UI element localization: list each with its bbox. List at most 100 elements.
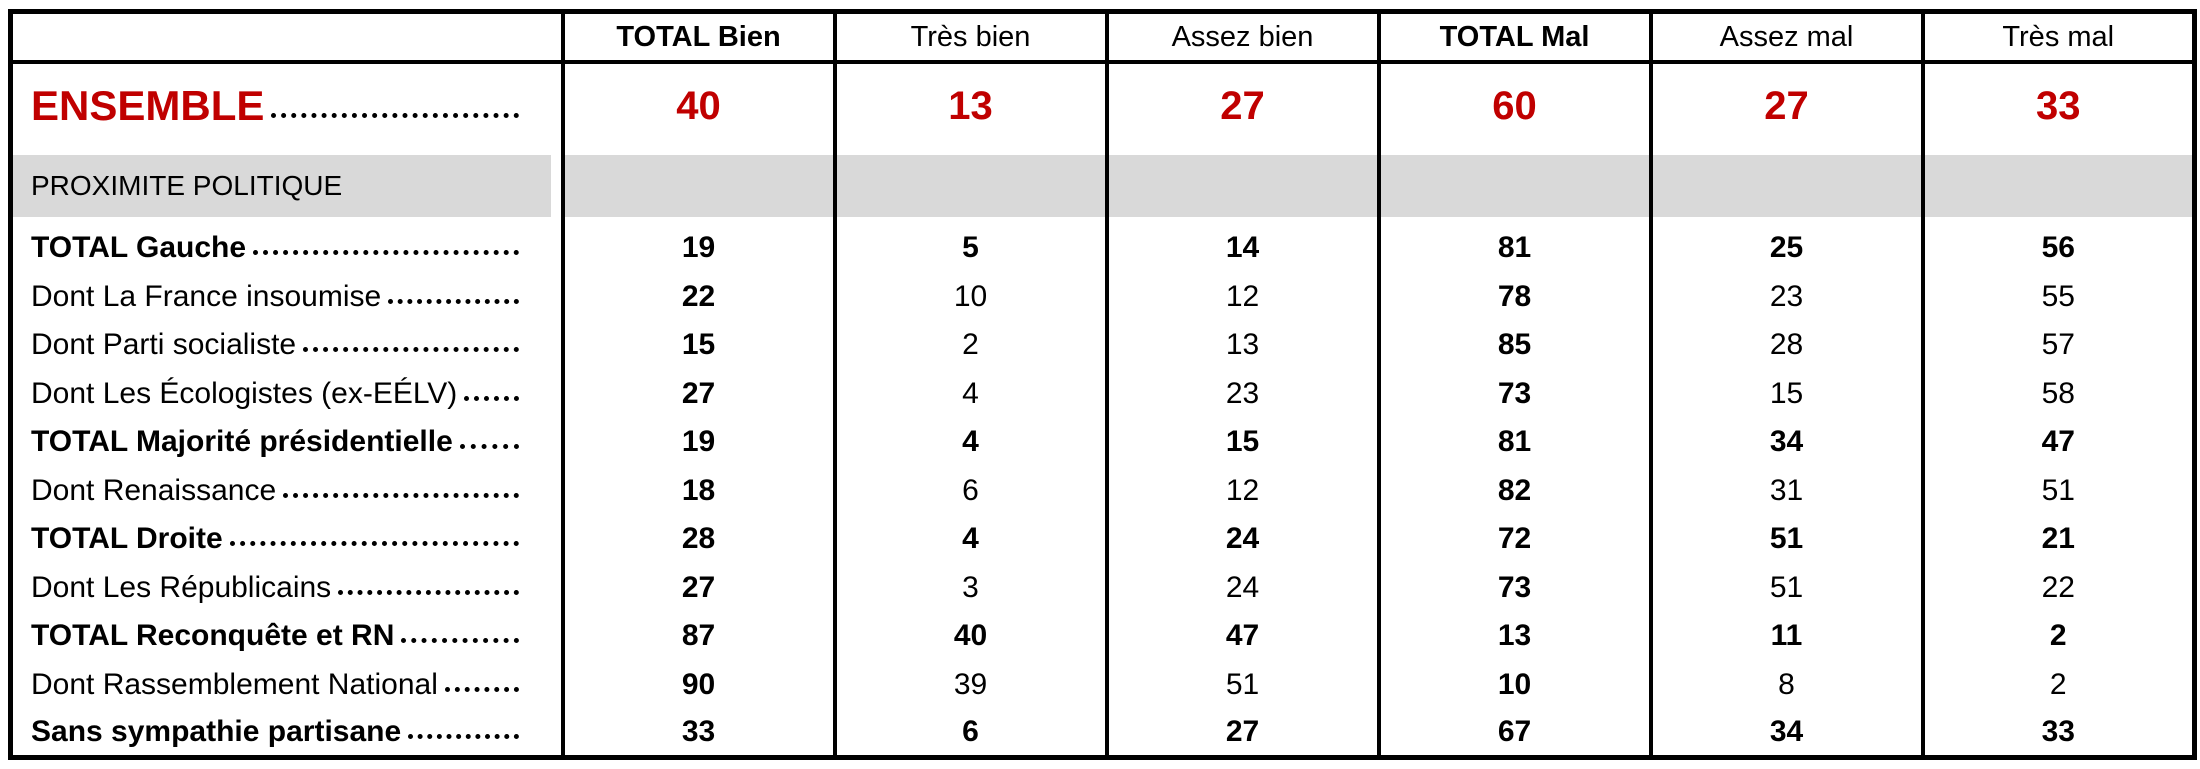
row-label-cell: TOTAL Majorité présidentielle (8, 417, 565, 467)
value-cell: 13 (1376, 611, 1653, 661)
value-cell: 34 (1648, 708, 1925, 758)
value-cell: 24 (1104, 514, 1381, 564)
ensemble-row: ENSEMBLE 40 13 27 60 27 33 (8, 62, 2197, 149)
survey-table: TOTAL Bien Très bien Assez bien TOTAL Ma… (8, 9, 2197, 760)
value-cell: 27 (1104, 708, 1381, 758)
header-assez-mal: Assez mal (1648, 11, 1925, 65)
table-row: Sans sympathie partisane 33 6 27 67 34 3… (8, 708, 2197, 758)
value-cell: 12 (1104, 272, 1381, 321)
value-cell: 51 (1920, 466, 2197, 515)
table-row: Dont Les Républicains 27 3 24 73 51 22 (8, 563, 2197, 612)
dotted-leader (229, 541, 519, 547)
dotted-leader (253, 250, 519, 255)
value-cell: 31 (1648, 466, 1925, 515)
value-cell: 47 (1920, 417, 2197, 467)
value-cell: 67 (1376, 708, 1653, 758)
row-label: Dont Parti socialiste (31, 328, 297, 362)
row-label: Sans sympathie partisane (31, 714, 402, 748)
value-cell: 28 (560, 514, 837, 564)
section-cell (560, 148, 837, 224)
dotted-leader (464, 395, 519, 401)
value-cell: 4 (832, 514, 1109, 564)
value-cell: 82 (1376, 466, 1653, 515)
value-cell: 13 (832, 62, 1109, 149)
value-cell: 34 (1648, 417, 1925, 467)
value-cell: 8 (1648, 660, 1925, 709)
dotted-leader (408, 733, 519, 739)
value-cell: 18 (560, 466, 837, 515)
value-cell: 14 (1104, 223, 1381, 273)
value-cell: 23 (1104, 369, 1381, 418)
section-label: PROXIMITE POLITIQUE (31, 170, 343, 202)
value-cell: 40 (832, 611, 1109, 661)
value-cell: 2 (1920, 660, 2197, 709)
header-row: TOTAL Bien Très bien Assez bien TOTAL Ma… (8, 11, 2197, 65)
value-cell: 33 (1920, 62, 2197, 149)
dotted-leader (388, 298, 519, 304)
row-label-cell: TOTAL Droite (8, 514, 565, 564)
value-cell: 21 (1920, 514, 2197, 564)
value-cell: 5 (832, 223, 1109, 273)
value-cell: 27 (1648, 62, 1925, 149)
header-total-mal: TOTAL Mal (1376, 11, 1653, 65)
section-cell (832, 148, 1109, 224)
row-label-cell: Dont Parti socialiste (8, 320, 565, 370)
table-row: TOTAL Gauche 19 5 14 81 25 56 (8, 223, 2197, 273)
value-cell: 39 (832, 660, 1109, 709)
section-cell (1376, 148, 1653, 224)
table-row: TOTAL Droite 28 4 24 72 51 21 (8, 514, 2197, 564)
table-row: Dont Rassemblement National 90 39 51 10 … (8, 660, 2197, 709)
value-cell: 60 (1376, 62, 1653, 149)
ensemble-label-cell: ENSEMBLE (8, 62, 565, 149)
section-cell (1920, 148, 2197, 224)
value-cell: 15 (560, 320, 837, 370)
value-cell: 10 (832, 272, 1109, 321)
table-row: Dont Les Écologistes (ex-EÉLV) 27 4 23 7… (8, 369, 2197, 418)
value-cell: 58 (1920, 369, 2197, 418)
value-cell: 25 (1648, 223, 1925, 273)
value-cell: 15 (1648, 369, 1925, 418)
value-cell: 55 (1920, 272, 2197, 321)
value-cell: 28 (1648, 320, 1925, 370)
row-label: Dont Rassemblement National (31, 667, 438, 701)
row-label-cell: Dont La France insoumise (8, 272, 565, 321)
value-cell: 72 (1376, 514, 1653, 564)
value-cell: 73 (1376, 563, 1653, 612)
value-cell: 19 (560, 223, 837, 273)
dotted-leader (444, 686, 519, 692)
value-cell: 22 (560, 272, 837, 321)
value-cell: 90 (560, 660, 837, 709)
table-row: Dont La France insoumise 22 10 12 78 23 … (8, 272, 2197, 321)
value-cell: 47 (1104, 611, 1381, 661)
table-row: Dont Renaissance 18 6 12 82 31 51 (8, 466, 2197, 515)
value-cell: 6 (832, 708, 1109, 758)
table-row: TOTAL Majorité présidentielle 19 4 15 81… (8, 417, 2197, 467)
value-cell: 4 (832, 417, 1109, 467)
value-cell: 51 (1104, 660, 1381, 709)
table-row: Dont Parti socialiste 15 2 13 85 28 57 (8, 320, 2197, 370)
value-cell: 19 (560, 417, 837, 467)
value-cell: 23 (1648, 272, 1925, 321)
header-total-bien: TOTAL Bien (560, 11, 837, 65)
value-cell: 33 (560, 708, 837, 758)
dotted-leader (338, 589, 519, 595)
row-label-cell: Sans sympathie partisane (8, 708, 565, 758)
value-cell: 2 (832, 320, 1109, 370)
row-label-cell: Dont Rassemblement National (8, 660, 565, 709)
row-label: Dont Les Républicains (31, 570, 332, 604)
row-label: TOTAL Gauche (31, 231, 247, 264)
value-cell: 3 (832, 563, 1109, 612)
header-corner-cell (8, 11, 565, 65)
value-cell: 27 (560, 563, 837, 612)
value-cell: 33 (1920, 708, 2197, 758)
value-cell: 73 (1376, 369, 1653, 418)
header-tres-bien: Très bien (832, 11, 1109, 65)
header-tres-mal: Très mal (1920, 11, 2197, 65)
header-assez-bien: Assez bien (1104, 11, 1381, 65)
value-cell: 12 (1104, 466, 1381, 515)
value-cell: 87 (560, 611, 837, 661)
value-cell: 51 (1648, 563, 1925, 612)
row-label-cell: TOTAL Gauche (8, 223, 565, 273)
row-label-cell: Dont Les Républicains (8, 563, 565, 612)
row-label-cell: Dont Les Écologistes (ex-EÉLV) (8, 369, 565, 418)
